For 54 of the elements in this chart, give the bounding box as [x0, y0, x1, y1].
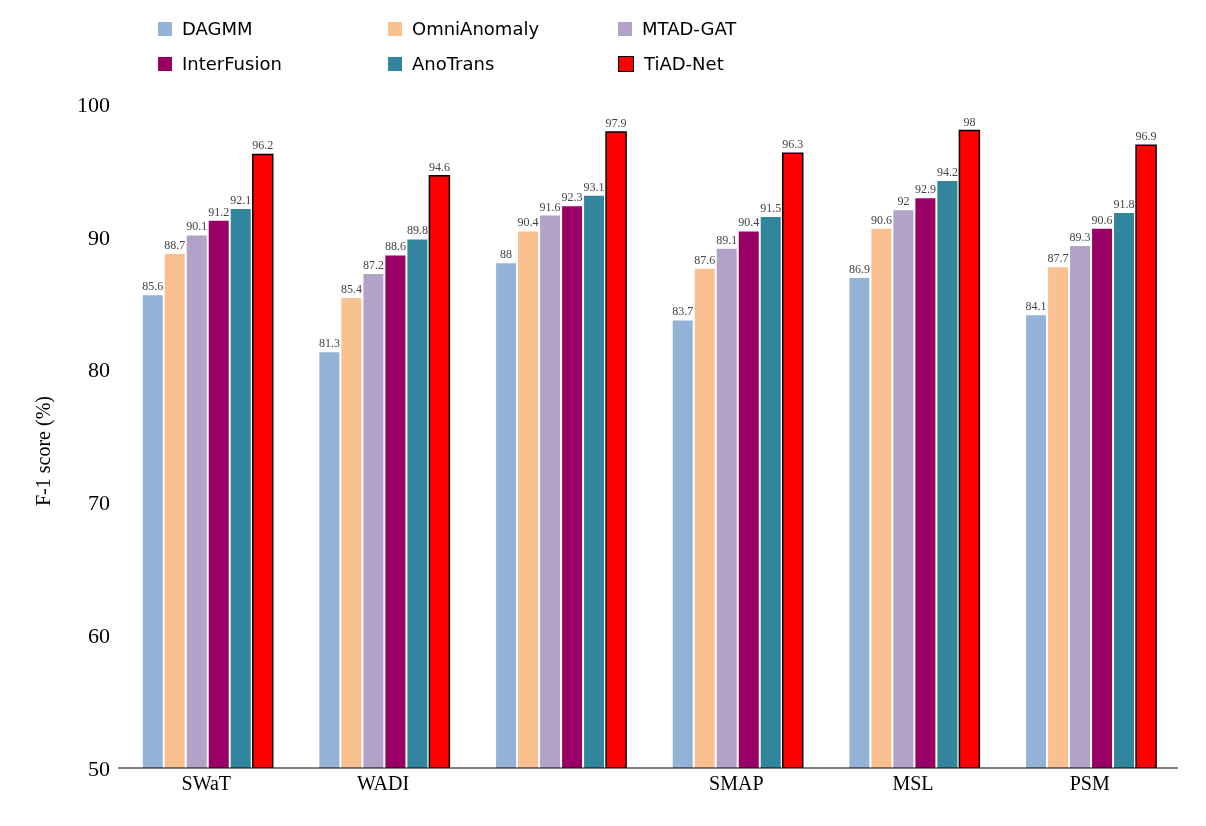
data-label: 92.9 [914, 182, 936, 197]
y-tick-label: 60 [88, 623, 110, 649]
legend-label: AnoTrans [412, 53, 495, 74]
data-label: 91.6 [539, 199, 561, 214]
data-label: 84.1 [1025, 299, 1047, 314]
data-label: 91.8 [1113, 196, 1135, 211]
legend-label: InterFusion [182, 53, 282, 74]
data-label: 92 [897, 194, 910, 209]
data-label: 89.1 [716, 232, 738, 247]
data-label: 88.7 [164, 238, 186, 253]
data-label: 87.7 [1047, 251, 1069, 266]
x-tick-label: WADI [356, 772, 410, 795]
y-axis-title: F-1 score (%) [32, 396, 56, 506]
data-label: 89.3 [1069, 230, 1091, 245]
legend-label: TiAD-Net [644, 53, 724, 74]
data-label: 85.4 [340, 281, 362, 296]
x-tick-label: MSL [892, 772, 934, 795]
data-label: 88.6 [384, 239, 406, 254]
data-label: 87.6 [694, 252, 716, 267]
data-label: 93.1 [583, 179, 605, 194]
data-label: 88 [500, 247, 513, 262]
data-label: 91.5 [760, 200, 782, 215]
data-label: 96.9 [1135, 129, 1157, 144]
data-label: 86.9 [848, 261, 870, 276]
data-label: 97.9 [605, 115, 627, 130]
y-tick-label: 90 [88, 224, 110, 250]
y-tick-label: 70 [88, 490, 110, 516]
data-label: 96.3 [782, 137, 804, 152]
legend-label: OmniAnomaly [412, 18, 540, 39]
data-label: 92.3 [561, 190, 583, 205]
data-label: 94.6 [428, 159, 450, 174]
data-label: 83.7 [672, 304, 694, 319]
data-label: 90.4 [517, 215, 539, 230]
data-label: 98 [963, 114, 976, 129]
x-tick-label: PSM [1069, 772, 1110, 795]
data-label: 90.6 [1091, 212, 1113, 227]
data-label: 92.1 [230, 192, 252, 207]
data-label: 90.4 [738, 215, 760, 230]
data-label: 89.8 [406, 223, 428, 238]
y-tick-label: 100 [77, 91, 110, 117]
data-label: 94.2 [936, 165, 958, 180]
y-tick-label: 80 [88, 357, 110, 383]
data-label: 81.3 [318, 336, 340, 351]
data-label: 96.2 [252, 138, 274, 153]
data-label: 90.1 [186, 219, 208, 234]
data-label: 87.2 [362, 257, 384, 272]
data-label: 85.6 [142, 279, 164, 294]
legend-label: MTAD-GAT [642, 18, 737, 39]
x-tick-label: SMAP [709, 772, 764, 795]
data-label: 91.2 [208, 204, 230, 219]
y-tick-label: 50 [88, 755, 110, 781]
legend-label: DAGMM [182, 18, 253, 39]
x-tick-label: SWaT [181, 772, 232, 795]
data-label: 90.6 [870, 212, 892, 227]
